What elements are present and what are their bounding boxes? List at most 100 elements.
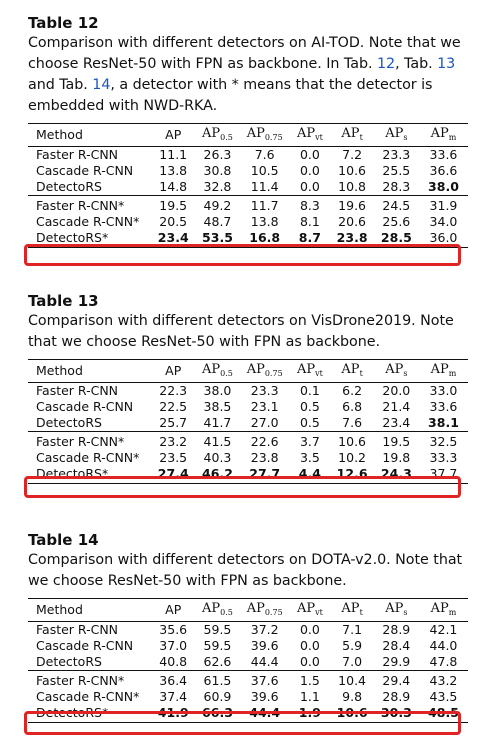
value-cell: 7.1 xyxy=(342,622,363,637)
value-cell: 8.3 xyxy=(289,195,331,214)
table-13: Method AP AP0.5 AP0.75 APvt APt APs APm Faster R… xyxy=(28,359,468,484)
value-cell: 53.5 xyxy=(194,230,241,248)
table-12-section: Table 12 Comparison with different detec… xyxy=(28,14,468,248)
value-cell: 33.0 xyxy=(429,383,458,398)
value-cell: 16.8 xyxy=(240,230,290,248)
table-ref-link[interactable]: 12 xyxy=(376,56,396,72)
value-cell: 60.9 xyxy=(203,689,232,704)
table-row: DetectoRS* 27.4 46.2 27.7 4.4 12.6 24.3 37.7 xyxy=(28,466,468,484)
caption-line: Comparison with different detectors on D… xyxy=(28,550,468,571)
value-cell: 20.0 xyxy=(382,383,411,398)
highlight-box-table-12 xyxy=(24,244,461,266)
caption-line: Comparison with different detectors on A… xyxy=(28,33,468,54)
header-metric: AP0.75 xyxy=(240,359,290,383)
value-cell: 43.5 xyxy=(429,689,458,704)
header-metric: APm xyxy=(418,123,468,147)
value-cell: 23.1 xyxy=(250,399,279,414)
value-cell: 28.3 xyxy=(382,179,411,194)
value-cell: 0.0 xyxy=(299,163,320,178)
value-cell: 0.0 xyxy=(299,147,320,162)
value-cell: 42.1 xyxy=(429,622,458,637)
value-cell: 8.7 xyxy=(289,230,331,248)
value-cell: 49.2 xyxy=(194,195,241,214)
value-cell: 10.8 xyxy=(338,179,367,194)
table-13-title: Table 13 xyxy=(28,292,99,310)
table-row: Faster R-CNN* 36.4 61.5 37.6 1.5 10.4 29.4 43.2 xyxy=(28,670,468,689)
value-cell: 41.7 xyxy=(203,415,232,430)
table-13-caption: Comparison with different detectors on V… xyxy=(28,311,468,353)
caption-text: Comparison with different detectors on V… xyxy=(28,313,454,329)
table-14-section: Table 14 Comparison with different detec… xyxy=(28,531,468,723)
method-cell: Faster R-CNN xyxy=(36,622,119,637)
caption-text: that we choose ResNet-50 with FPN as bac… xyxy=(28,334,380,350)
value-cell: 8.1 xyxy=(299,214,320,229)
header-metric: APt xyxy=(330,598,374,622)
table-row: Cascade R-CNN 22.5 38.5 23.1 0.5 6.8 21.4 33.6 xyxy=(28,399,468,415)
table-row: DetectoRS 40.8 62.6 44.4 0.0 7.0 29.9 47.8 xyxy=(28,654,468,671)
header-metric: APvt xyxy=(289,598,331,622)
caption-line: embedded with NWD-RKA. xyxy=(28,96,468,117)
value-cell: 37.4 xyxy=(159,689,188,704)
header-metric: AP xyxy=(151,123,195,147)
table-12-title: Table 12 xyxy=(28,14,99,32)
value-cell: 38.0 xyxy=(203,383,232,398)
table-row: DetectoRS* 23.4 53.5 16.8 8.7 23.8 28.5 36.0 xyxy=(28,230,468,248)
value-cell: 10.5 xyxy=(250,163,279,178)
value-cell: 48.7 xyxy=(203,214,232,229)
header-metric: AP0.5 xyxy=(194,123,241,147)
header-metric: AP0.75 xyxy=(240,598,290,622)
method-cell: Cascade R-CNN xyxy=(36,638,134,653)
value-cell: 37.2 xyxy=(250,622,279,637)
table-row: Cascade R-CNN* 20.5 48.7 13.8 8.1 20.6 25.6 34.… xyxy=(28,214,468,230)
value-cell: 0.0 xyxy=(299,638,320,653)
header-metric: AP0.75 xyxy=(240,123,290,147)
value-cell: 29.4 xyxy=(373,670,419,689)
value-cell: 62.6 xyxy=(203,654,232,669)
value-cell: 32.8 xyxy=(203,179,232,194)
value-cell: 23.2 xyxy=(151,431,195,450)
value-cell: 7.0 xyxy=(342,654,363,669)
value-cell: 13.8 xyxy=(159,163,188,178)
method-cell: Cascade R-CNN xyxy=(36,163,134,178)
value-cell: 19.8 xyxy=(382,450,411,465)
value-cell: 14.8 xyxy=(159,179,188,194)
caption-line: and Tab. 14, a detector with * means tha… xyxy=(28,75,468,96)
value-cell: 37.0 xyxy=(159,638,188,653)
value-cell: 36.0 xyxy=(418,230,468,248)
value-cell: 36.6 xyxy=(429,163,458,178)
method-cell: Faster R-CNN xyxy=(36,147,119,162)
caption-line: that we choose ResNet-50 with FPN as bac… xyxy=(28,332,468,353)
value-cell: 31.9 xyxy=(418,195,468,214)
header-metric: APm xyxy=(418,598,468,622)
header-metric: AP0.5 xyxy=(194,359,241,383)
value-cell: 41.5 xyxy=(194,431,241,450)
value-cell: 44.4 xyxy=(250,654,279,669)
table-ref-link[interactable]: 14 xyxy=(92,77,111,93)
value-cell: 39.6 xyxy=(250,638,279,653)
value-cell: 11.1 xyxy=(159,147,188,162)
value-cell: 38.5 xyxy=(203,399,232,414)
value-cell: 23.8 xyxy=(250,450,279,465)
value-cell: 23.5 xyxy=(159,450,188,465)
value-cell: 19.5 xyxy=(373,431,419,450)
method-cell: DetectoRS* xyxy=(28,230,152,248)
caption-line: choose ResNet-50 with FPN as backbone. I… xyxy=(28,54,468,75)
value-cell: 0.0 xyxy=(299,622,320,637)
header-metric: AP0.5 xyxy=(194,598,241,622)
caption-text: embedded with NWD-RKA. xyxy=(28,98,218,114)
method-cell: DetectoRS xyxy=(36,179,102,194)
value-cell: 19.6 xyxy=(330,195,374,214)
table-14-caption: Comparison with different detectors on D… xyxy=(28,550,468,592)
value-cell: 11.7 xyxy=(240,195,290,214)
value-cell: 1.5 xyxy=(289,670,331,689)
value-cell: 33.3 xyxy=(429,450,458,465)
highlight-box-table-13 xyxy=(24,476,461,498)
value-cell: 25.6 xyxy=(382,214,411,229)
value-cell: 7.6 xyxy=(342,415,363,430)
table-14-title: Table 14 xyxy=(28,531,99,549)
header-metric: APs xyxy=(373,359,419,383)
value-cell: 24.5 xyxy=(373,195,419,214)
table-ref-link[interactable]: 13 xyxy=(437,56,456,72)
value-cell: 59.5 xyxy=(203,622,232,637)
value-cell: 1.1 xyxy=(299,689,320,704)
